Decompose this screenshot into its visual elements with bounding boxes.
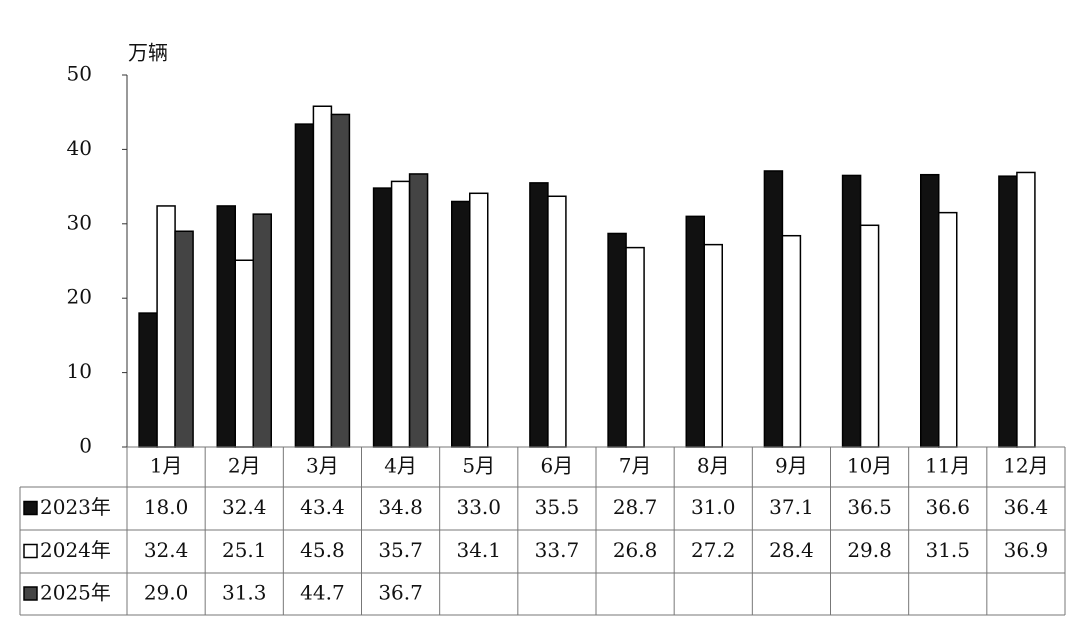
table-value: 37.1 (769, 495, 814, 519)
table-value: 31.3 (222, 581, 267, 605)
bar (330, 113, 351, 448)
bar (685, 215, 705, 448)
bar (234, 259, 254, 448)
legend-swatch (23, 500, 38, 516)
bar (529, 182, 549, 448)
y-tick-label: 10 (67, 359, 92, 383)
bar (547, 195, 567, 448)
table-value: 36.4 (1004, 495, 1049, 519)
legend-label: 2024年 (40, 538, 111, 562)
x-tick-label: 8月 (697, 454, 730, 478)
table-value: 28.7 (613, 495, 658, 519)
x-tick-label: 9月 (775, 454, 808, 478)
table-value: 35.7 (378, 538, 423, 562)
bar (408, 173, 429, 448)
bar (998, 175, 1018, 448)
table-value: 45.8 (300, 538, 345, 562)
y-tick-label: 20 (67, 285, 92, 309)
bar (703, 243, 723, 448)
table-value: 33.7 (535, 538, 580, 562)
table-value: 36.5 (847, 495, 892, 519)
table-value: 26.8 (613, 538, 658, 562)
bar (156, 205, 176, 448)
bar (920, 173, 940, 448)
bar (451, 200, 471, 448)
table-value: 29.8 (847, 538, 892, 562)
bar (859, 224, 880, 448)
table-value: 43.4 (300, 495, 345, 519)
table-value: 31.0 (691, 495, 736, 519)
table-value: 27.2 (691, 538, 736, 562)
bar (390, 180, 411, 448)
x-tick-label: 7月 (619, 454, 652, 478)
table-value: 29.0 (144, 581, 189, 605)
bar (469, 192, 489, 448)
table-value: 31.5 (925, 538, 970, 562)
bar (841, 174, 862, 448)
bar (294, 123, 315, 448)
legend-label: 2023年 (40, 495, 111, 519)
table-value: 28.4 (769, 538, 814, 562)
x-tick-label: 4月 (384, 454, 417, 478)
bar (174, 230, 194, 448)
bar (252, 213, 272, 448)
x-tick-label: 11月 (925, 454, 970, 478)
bar (781, 234, 802, 448)
x-tick-label: 2月 (228, 454, 261, 478)
y-tick-label: 0 (79, 434, 92, 458)
table-value: 18.0 (144, 495, 189, 519)
table-value: 35.5 (535, 495, 580, 519)
table-value: 36.9 (1004, 538, 1049, 562)
bar (607, 232, 627, 448)
table-value: 32.4 (144, 538, 189, 562)
bar (763, 170, 784, 448)
bar (372, 187, 393, 448)
legend-swatch (23, 543, 38, 559)
table-value: 25.1 (222, 538, 267, 562)
y-axis-unit: 万辆 (128, 41, 168, 65)
table-value: 44.7 (300, 581, 345, 605)
legend-swatch (23, 586, 38, 601)
x-tick-label: 5月 (462, 454, 495, 478)
y-tick-label: 50 (67, 62, 92, 86)
bar (625, 246, 645, 448)
bar (1016, 171, 1036, 448)
table-value: 36.7 (378, 581, 423, 605)
y-tick-label: 40 (67, 136, 92, 160)
table-value: 32.4 (222, 495, 267, 519)
x-tick-label: 10月 (847, 454, 892, 478)
bar (312, 105, 333, 448)
x-tick-label: 6月 (541, 454, 574, 478)
y-tick-label: 30 (67, 210, 92, 234)
x-tick-label: 12月 (1003, 454, 1048, 478)
legend-label: 2025年 (40, 581, 111, 605)
bar (216, 205, 236, 448)
bar (138, 312, 158, 448)
x-tick-label: 1月 (150, 454, 183, 478)
bar (938, 211, 958, 448)
table-value: 33.0 (456, 495, 501, 519)
x-tick-label: 3月 (306, 454, 339, 478)
table-value: 34.8 (378, 495, 423, 519)
table-value: 36.6 (925, 495, 970, 519)
table-value: 34.1 (456, 538, 501, 562)
